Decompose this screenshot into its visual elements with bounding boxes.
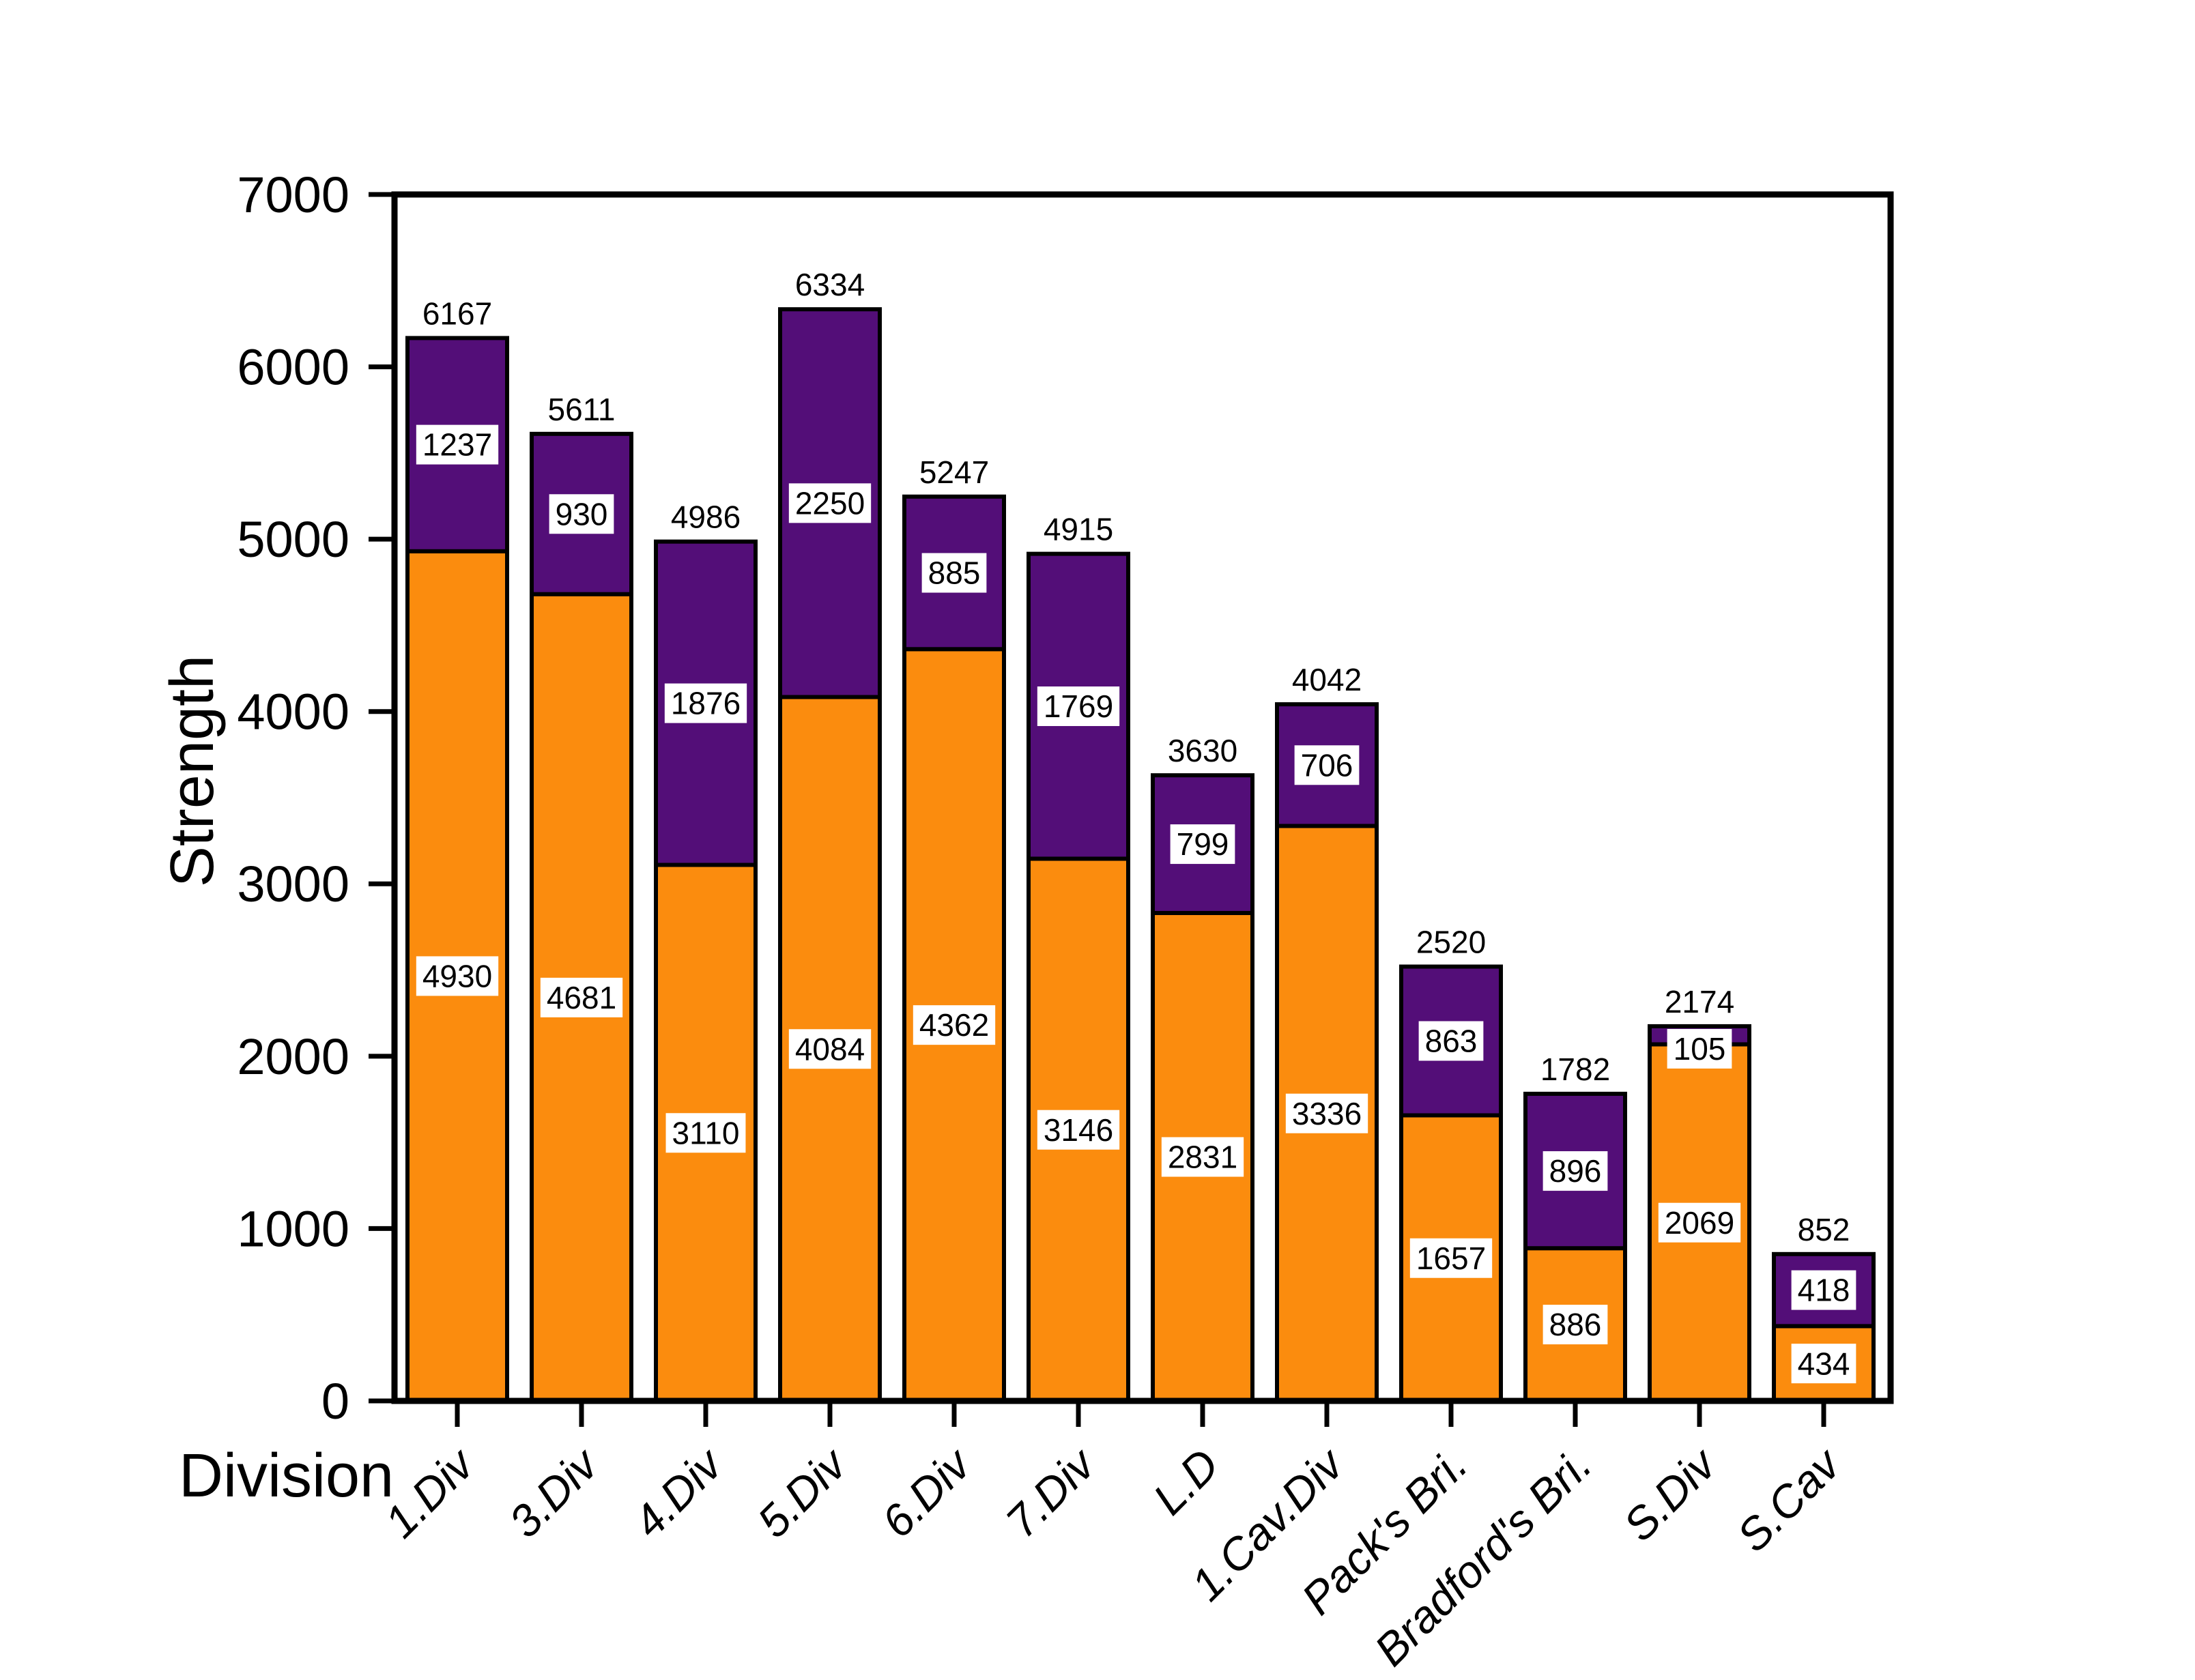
orange-segment-label: 4930 (422, 959, 492, 994)
purple-segment-label: 799 (1177, 826, 1229, 862)
segment-label-background (540, 977, 623, 1017)
orange-segment-label: 2831 (1168, 1140, 1237, 1175)
orange-segment-label: 4084 (795, 1031, 865, 1067)
bar-total-label: 6334 (795, 267, 865, 302)
segment-label-background (416, 424, 499, 465)
purple-segment-label: 1769 (1044, 689, 1113, 724)
segment-label-background (1667, 1028, 1732, 1069)
segment-label-background (1658, 1202, 1741, 1243)
y-axis-tick-label: 3000 (237, 856, 349, 912)
segment-label-background (549, 494, 614, 534)
purple-segment-label: 1237 (422, 427, 492, 463)
orange-segment-label: 2069 (1665, 1205, 1734, 1241)
y-axis-tick-label: 5000 (237, 511, 349, 568)
orange-segment-label: 4681 (547, 980, 616, 1015)
segment-label-background (1543, 1151, 1608, 1191)
bar-total-label: 3630 (1168, 733, 1237, 768)
segment-label-background (665, 1113, 746, 1153)
purple-segment-label: 896 (1549, 1153, 1602, 1189)
purple-segment-label: 1876 (671, 686, 741, 721)
bar-total-label: 1782 (1540, 1052, 1610, 1087)
y-axis-title: Strength (158, 655, 227, 887)
bar-total-label: 4915 (1044, 512, 1113, 547)
bar-total-label: 4042 (1292, 662, 1362, 697)
segment-label-background (1285, 1093, 1368, 1133)
segment-label-background (913, 1005, 996, 1045)
y-axis-tick-label: 2000 (237, 1028, 349, 1085)
segment-label-background (1791, 1344, 1856, 1384)
segment-label-background (1409, 1238, 1493, 1278)
purple-segment-label: 885 (928, 555, 981, 591)
bar-total-label: 2520 (1416, 925, 1486, 960)
bar-segment-purple (1151, 773, 1254, 915)
purple-segment-label: 930 (556, 496, 608, 532)
bar-total-label: 4986 (671, 499, 741, 535)
bar-total-label: 5247 (919, 454, 989, 490)
bar-total-label: 5611 (548, 392, 616, 427)
purple-segment-label: 2250 (795, 485, 865, 521)
segment-label-background (1037, 1110, 1120, 1150)
segment-label-background (1791, 1270, 1856, 1310)
purple-segment-label: 105 (1674, 1031, 1726, 1067)
segment-label-background (788, 483, 872, 523)
orange-segment-label: 4362 (919, 1007, 989, 1043)
purple-segment-label: 418 (1798, 1273, 1850, 1308)
y-axis-tick-label: 1000 (237, 1200, 349, 1257)
bar-total-label: 2174 (1665, 984, 1734, 1019)
segment-label-background (1418, 1021, 1484, 1061)
y-axis-tick-label: 6000 (237, 338, 349, 395)
x-category-label: 4.Div (623, 1437, 733, 1547)
purple-segment-label: 863 (1425, 1024, 1478, 1059)
x-category-label: 5.Div (747, 1437, 857, 1547)
x-category-label: 7.Div (996, 1437, 1106, 1547)
bar-total-label: 6167 (422, 295, 492, 331)
segment-label-background (1543, 1305, 1608, 1345)
orange-segment-label: 434 (1798, 1346, 1850, 1381)
segment-label-background (664, 683, 747, 723)
purple-segment-label: 706 (1301, 747, 1353, 783)
bar-total-label: 852 (1798, 1212, 1850, 1247)
segment-label-background (1037, 686, 1120, 727)
x-category-label: S.Div (1613, 1437, 1727, 1551)
orange-segment-label: 3336 (1292, 1096, 1362, 1131)
segment-label-background (788, 1029, 872, 1069)
y-axis-tick-label: 7000 (237, 166, 349, 223)
frame-layer (369, 191, 1894, 1427)
segment-label-background (416, 956, 499, 996)
x-category-label: 3.Div (499, 1437, 609, 1547)
segment-label-background (1161, 1137, 1244, 1177)
orange-segment-label: 3110 (672, 1115, 740, 1150)
x-category-label: S.Cav (1727, 1437, 1851, 1561)
x-category-label: 6.Div (872, 1437, 981, 1547)
bars-layer (405, 307, 1876, 1404)
plot-frame (391, 191, 1894, 1404)
orange-segment-label: 886 (1549, 1307, 1602, 1342)
segment-label-background (1170, 824, 1235, 865)
y-axis-tick-label: 0 (321, 1373, 349, 1430)
x-axis-title: Division (179, 1442, 394, 1510)
y-axis-tick-label: 4000 (237, 684, 349, 740)
x-category-label: Bradford's Bri. (1364, 1439, 1601, 1676)
x-category-label: L.D (1143, 1439, 1229, 1524)
segment-label-background (1294, 745, 1360, 785)
orange-segment-label: 3146 (1044, 1112, 1113, 1148)
segment-label-background (921, 553, 987, 593)
orange-segment-label: 1657 (1416, 1241, 1486, 1276)
